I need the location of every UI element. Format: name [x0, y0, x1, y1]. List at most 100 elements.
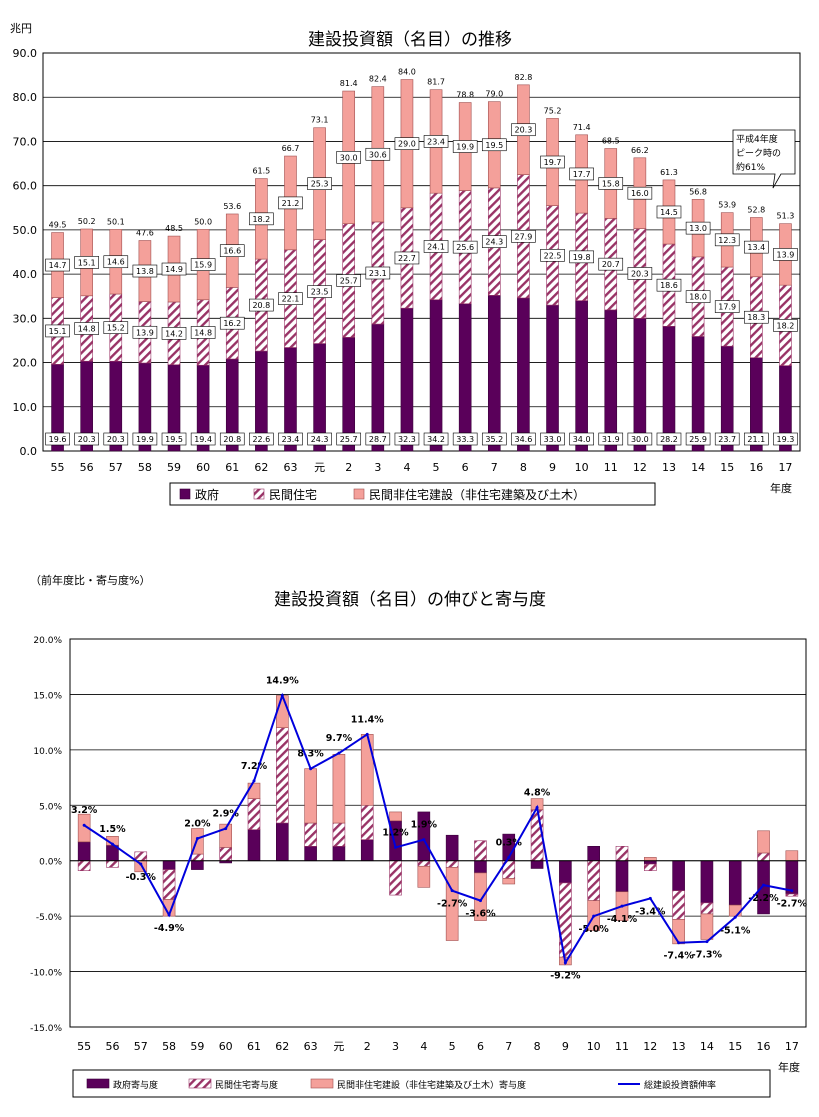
- data-label: 22.1: [282, 295, 300, 304]
- data-label-box: [511, 432, 536, 446]
- data-label-box: [307, 432, 332, 446]
- data-label: 31.9: [602, 435, 620, 444]
- x-tick-label: 62: [275, 1040, 289, 1053]
- bar-segment: [332, 822, 346, 847]
- total-label: 50.1: [107, 217, 125, 226]
- data-label-box: [278, 196, 303, 210]
- data-label-box: [336, 151, 362, 164]
- total-label: 81.7: [427, 78, 445, 87]
- bar-segment: [304, 846, 317, 862]
- total-label: 51.3: [777, 212, 795, 221]
- growth-label: -3.4%: [635, 906, 666, 917]
- y-tick-label: 10.0: [13, 401, 38, 414]
- data-label: 25.9: [689, 435, 707, 444]
- data-label: 34.0: [573, 435, 591, 444]
- data-label: 16.6: [223, 247, 241, 256]
- data-label-box: [161, 432, 187, 446]
- data-label: 25.6: [456, 243, 474, 252]
- data-label-box: [714, 432, 740, 446]
- data-label: 18.2: [252, 215, 270, 224]
- x-tick-label: 8: [534, 1040, 541, 1053]
- data-label-box: [744, 310, 769, 324]
- data-label-box: [132, 325, 158, 339]
- x-tick-label: 61: [247, 1040, 261, 1053]
- x-tick-label: 55: [77, 1040, 91, 1053]
- x-tick-label: 15: [728, 1040, 742, 1053]
- y-tick-label: -15.0%: [30, 1024, 62, 1034]
- bar-segment: [546, 304, 559, 452]
- data-label: 30.0: [340, 153, 358, 162]
- bar-segment: [389, 860, 402, 896]
- x-tick-label: 2: [345, 461, 352, 474]
- data-label: 14.6: [107, 258, 125, 267]
- data-label: 18.2: [777, 321, 795, 330]
- data-label: 20.8: [252, 301, 270, 310]
- growth-point: [790, 889, 794, 893]
- data-label: 33.3: [456, 435, 474, 444]
- data-label-box: [249, 212, 274, 226]
- total-label: 84.0: [398, 68, 416, 77]
- data-label: 19.7: [544, 158, 562, 167]
- bar-segment: [247, 782, 261, 799]
- data-label-box: [627, 432, 653, 446]
- data-label: 22.6: [252, 435, 270, 444]
- bar-segment: [728, 904, 742, 917]
- total-label: 53.6: [223, 202, 241, 211]
- data-label: 22.5: [544, 251, 562, 260]
- data-label-box: [307, 177, 332, 190]
- data-label: 25.7: [340, 277, 358, 286]
- growth-label: 1.2%: [382, 827, 409, 838]
- data-label: 14.8: [194, 328, 212, 337]
- bar-segment: [487, 295, 501, 452]
- data-label-box: [103, 321, 129, 334]
- data-label: 24.3: [311, 435, 329, 444]
- x-tick-label: 57: [134, 1040, 148, 1053]
- bar-segment: [559, 882, 572, 958]
- bar-segment: [162, 860, 176, 870]
- data-label-box: [685, 432, 711, 446]
- data-label-box: [452, 240, 478, 254]
- data-label-box: [394, 432, 420, 446]
- bar-segment: [785, 893, 799, 897]
- data-label: 23.1: [369, 269, 387, 278]
- data-label-box: [598, 177, 624, 190]
- growth-label: -4.1%: [607, 914, 638, 925]
- growth-point: [139, 862, 143, 866]
- bar-segment: [417, 860, 431, 867]
- growth-point: [394, 845, 398, 849]
- x-axis-unit: 年度: [770, 481, 792, 495]
- data-label-box: [569, 167, 594, 181]
- bar-segment: [371, 323, 385, 452]
- growth-point: [705, 940, 709, 944]
- data-label-box: [45, 324, 70, 338]
- bar-segment: [458, 303, 472, 452]
- bar-segment: [417, 865, 431, 888]
- growth-label: -2.7%: [777, 899, 808, 910]
- bar-segment: [474, 860, 487, 874]
- legend: [72, 1069, 771, 1098]
- data-label: 19.9: [456, 143, 474, 152]
- data-label: 28.2: [660, 435, 678, 444]
- growth-label: -7.4%: [663, 951, 694, 962]
- growth-label: -9.2%: [550, 971, 581, 982]
- legend-swatch: [310, 1078, 334, 1089]
- data-label: 15.1: [49, 327, 67, 336]
- growth-point: [535, 806, 539, 810]
- data-label-box: [540, 432, 565, 446]
- growth-point: [110, 842, 114, 846]
- data-label: 18.3: [747, 313, 765, 322]
- bar-segment: [757, 860, 770, 915]
- y-tick-label: 5.0%: [39, 802, 62, 812]
- x-tick-label: 16: [757, 1040, 771, 1053]
- x-tick-label: 9: [562, 1040, 569, 1053]
- growth-contribution-chart-svg: （前年度比・寄与度%） 建設投資額（名目）の伸びと寄与度 年度 -15.0% -1…: [30, 573, 808, 1098]
- data-label: 14.9: [165, 265, 183, 274]
- growth-point: [677, 941, 681, 945]
- bar-segment: [587, 846, 600, 862]
- data-label: 23.7: [718, 435, 736, 444]
- x-tick-label: 56: [80, 461, 94, 474]
- x-tick-label: 10: [575, 461, 589, 474]
- bar-segment: [276, 727, 289, 824]
- data-label-box: [656, 432, 682, 446]
- x-tick-label: 16: [749, 461, 763, 474]
